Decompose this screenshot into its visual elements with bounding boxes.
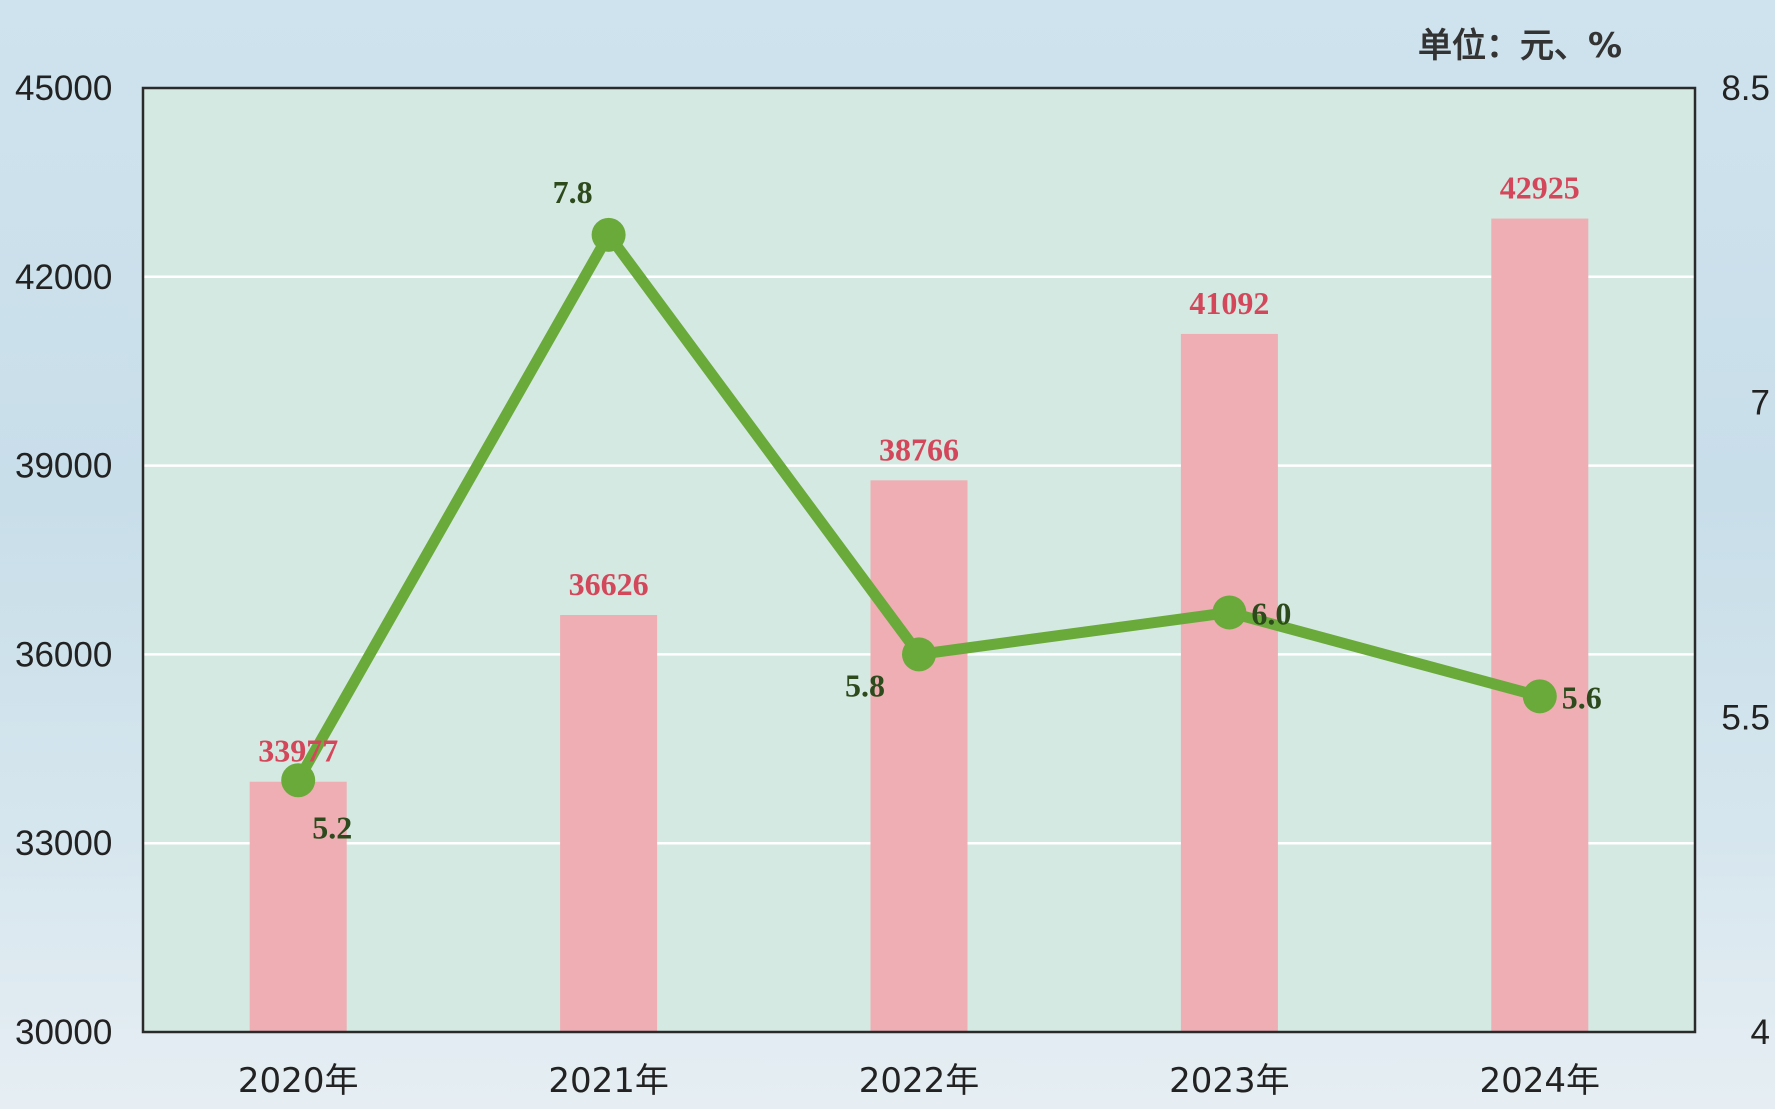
line-point [1212, 595, 1247, 630]
y-left-tick-label: 36000 [15, 635, 112, 674]
line-value-label: 5.6 [1562, 679, 1602, 715]
bar [1491, 218, 1589, 1032]
y-left-tick-label: 42000 [15, 258, 112, 297]
bar [249, 781, 347, 1032]
bar-value-label: 38766 [879, 431, 959, 467]
line-point [281, 763, 316, 798]
plot-border [141, 86, 1697, 1034]
y-right-tick-label: 8.5 [1721, 69, 1770, 108]
x-tick-label: 2020年 [238, 1061, 359, 1101]
bar [560, 615, 658, 1032]
line-series [281, 217, 1557, 798]
line-point [902, 637, 936, 672]
bar-value-label: 33977 [258, 733, 338, 769]
y-axis-left: 45000 42000 39000 36000 33000 30000 [15, 69, 112, 1052]
data-labels: 33977 36626 38766 41092 42925 5.2 7.8 5.8 6.0 5.6 [258, 170, 1602, 846]
x-tick-label: 2022年 [859, 1061, 980, 1101]
y-left-tick-label: 30000 [15, 1013, 112, 1052]
y-right-tick-label: 7 [1751, 384, 1770, 423]
y-right-tick-label: 4 [1751, 1013, 1770, 1052]
bar-value-label: 41092 [1189, 285, 1269, 321]
x-tick-label: 2024年 [1480, 1061, 1601, 1101]
y-right-tick-label: 5.5 [1721, 698, 1770, 737]
y-left-tick-label: 45000 [15, 69, 112, 108]
line-value-label: 6.0 [1251, 595, 1291, 631]
x-axis: 2020年 2021年 2022年 2023年 2024年 [238, 1061, 1600, 1101]
line-value-label: 7.8 [553, 174, 593, 210]
bar-value-label: 42925 [1500, 170, 1580, 206]
line-point [591, 217, 626, 252]
plot-frame [141, 86, 1697, 1034]
y-axis-right: 8.5 7 5.5 4 [1721, 69, 1770, 1052]
y-left-tick-label: 33000 [15, 824, 112, 863]
y-left-tick-label: 39000 [15, 447, 112, 486]
bar-value-label: 36626 [569, 566, 649, 602]
x-tick-label: 2023年 [1169, 1061, 1290, 1101]
bar [1180, 333, 1278, 1032]
bar [870, 480, 968, 1032]
line-value-label: 5.8 [845, 667, 885, 703]
unit-label: 单位：元、% [1418, 26, 1623, 66]
x-tick-label: 2021年 [548, 1061, 669, 1101]
line-value-label: 5.2 [312, 809, 352, 845]
bar-series [249, 218, 1589, 1032]
line-point [1522, 679, 1557, 714]
